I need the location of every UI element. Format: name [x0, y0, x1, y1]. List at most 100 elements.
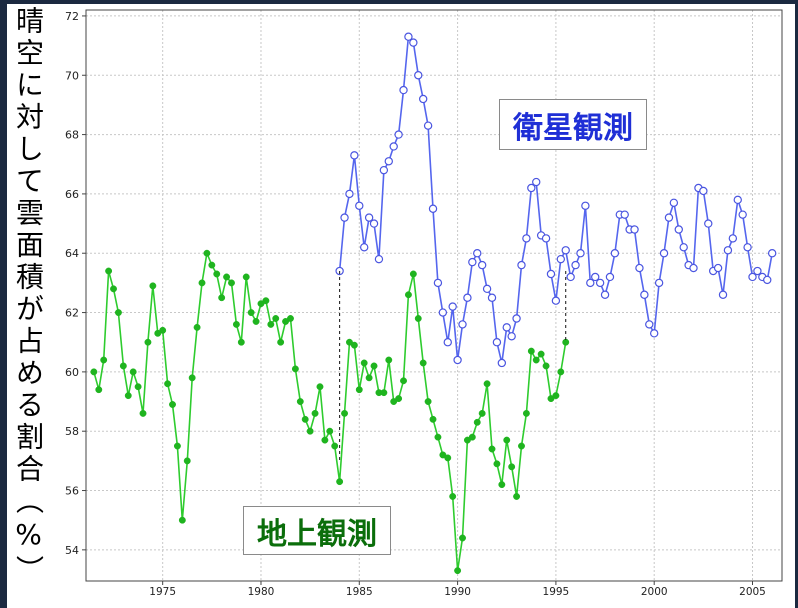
- satellite-obs-point: [556, 254, 566, 264]
- ground-obs-point: [223, 273, 231, 281]
- y-tick-label: 56: [65, 485, 79, 498]
- x-tick-label: 1980: [248, 586, 275, 598]
- ground-obs-point: [557, 368, 565, 376]
- ground-obs-point: [203, 249, 211, 257]
- ground-obs-point: [277, 338, 285, 346]
- ground-obs-point: [404, 291, 412, 299]
- ground-obs-point: [105, 267, 113, 275]
- satellite-obs-point: [733, 195, 742, 205]
- ground-obs-point: [355, 386, 363, 394]
- ground-obs-point: [350, 341, 358, 349]
- satellite-obs-point: [345, 189, 354, 199]
- satellite-obs-point: [418, 94, 428, 104]
- satellite-obs-point: [463, 293, 472, 302]
- y-tick-label: 64: [65, 247, 79, 260]
- ground-obs-point: [114, 309, 122, 317]
- satellite-obs-point: [468, 257, 477, 267]
- satellite-obs-point: [571, 260, 580, 270]
- ground-obs-point: [508, 463, 516, 471]
- ground-obs-point: [183, 457, 191, 465]
- satellite-obs-point: [350, 151, 359, 160]
- ground-obs-series: [90, 249, 570, 575]
- satellite-obs-point: [620, 210, 629, 219]
- y-tick-label: 58: [65, 425, 79, 438]
- x-tick-label: 1975: [149, 586, 176, 598]
- ground-obs-point: [380, 389, 388, 397]
- satellite-obs-point: [414, 71, 423, 80]
- satellite-obs-point: [532, 177, 541, 187]
- satellite-obs-point: [728, 234, 738, 243]
- ground-obs-point: [208, 261, 216, 269]
- ground-obs-point: [110, 285, 117, 293]
- y-tick-label: 66: [65, 188, 79, 201]
- satellite-obs-point: [473, 249, 482, 258]
- satellite-obs-point: [433, 278, 443, 288]
- satellite-obs-point: [650, 329, 659, 338]
- ground-obs-point: [232, 320, 240, 328]
- ground-obs-point: [178, 516, 186, 524]
- satellite-obs-point: [541, 234, 551, 243]
- ground-obs-point: [522, 409, 530, 417]
- satellite-obs-point: [404, 32, 413, 41]
- ground-obs-point: [321, 436, 329, 444]
- y-tick-label: 60: [65, 366, 79, 379]
- ground-obs-point: [360, 359, 368, 367]
- ground-obs-point: [552, 392, 560, 400]
- ground-obs-point: [198, 279, 206, 287]
- ground-obs-point: [341, 409, 348, 417]
- ground-obs-point: [173, 442, 181, 450]
- ground-obs-point: [316, 383, 324, 391]
- satellite-obs-point: [699, 186, 708, 196]
- y-tick-label: 72: [65, 10, 79, 23]
- satellite-obs-point: [369, 219, 379, 228]
- satellite-obs-point: [640, 290, 649, 299]
- ground-obs-point: [267, 320, 275, 328]
- satellite-obs-point: [492, 338, 502, 347]
- ground-obs-point: [468, 433, 476, 441]
- y-tick-label: 54: [65, 544, 79, 557]
- ground-obs-point: [287, 315, 294, 322]
- ground-obs-point: [252, 318, 260, 325]
- satellite-obs-point: [458, 320, 467, 329]
- ground-obs-point: [434, 433, 442, 441]
- satellite-obs-label: 衛星観測: [499, 99, 647, 150]
- y-tick-label: 62: [65, 307, 79, 320]
- ground-obs-point: [542, 362, 550, 370]
- satellite-obs-point: [586, 278, 595, 288]
- x-tick-label: 2000: [641, 586, 668, 598]
- y-axis-label: 晴空に対して雲面積が占める割合（%）: [12, 6, 45, 587]
- ground-obs-point: [331, 442, 339, 450]
- ground-obs-point: [247, 309, 255, 317]
- ground-obs-point: [424, 398, 432, 405]
- satellite-obs-point: [645, 320, 654, 329]
- satellite-obs-point: [374, 254, 384, 264]
- ground-obs-point: [139, 409, 147, 417]
- ground-obs-point: [262, 297, 270, 305]
- satellite-obs-point: [428, 204, 438, 213]
- ground-obs-point: [326, 427, 334, 435]
- satellite-obs-point: [748, 272, 757, 282]
- ground-obs-point: [311, 409, 319, 417]
- satellite-obs-point: [630, 225, 639, 234]
- ground-obs-point: [395, 395, 403, 403]
- satellite-obs-point: [522, 234, 531, 243]
- plot-frame: [85, 9, 783, 582]
- satellite-obs-point: [482, 284, 492, 294]
- satellite-obs-point: [635, 263, 644, 273]
- satellite-obs-point: [551, 296, 561, 305]
- plot-background: [86, 10, 782, 581]
- ground-obs-point: [129, 368, 137, 376]
- window-top-border: [0, 0, 798, 4]
- ground-obs-label: 地上観測: [243, 506, 391, 555]
- satellite-obs-point: [610, 249, 620, 258]
- ground-obs-point: [95, 386, 103, 394]
- satellite-obs-point: [517, 260, 526, 270]
- ground-obs-point: [164, 380, 172, 388]
- satellite-obs-point: [487, 293, 497, 302]
- satellite-obs-point: [767, 249, 777, 258]
- window-left-border: [0, 0, 7, 608]
- ground-obs-point: [488, 445, 496, 453]
- satellite-obs-point: [379, 165, 389, 175]
- satellite-obs-point: [566, 272, 575, 282]
